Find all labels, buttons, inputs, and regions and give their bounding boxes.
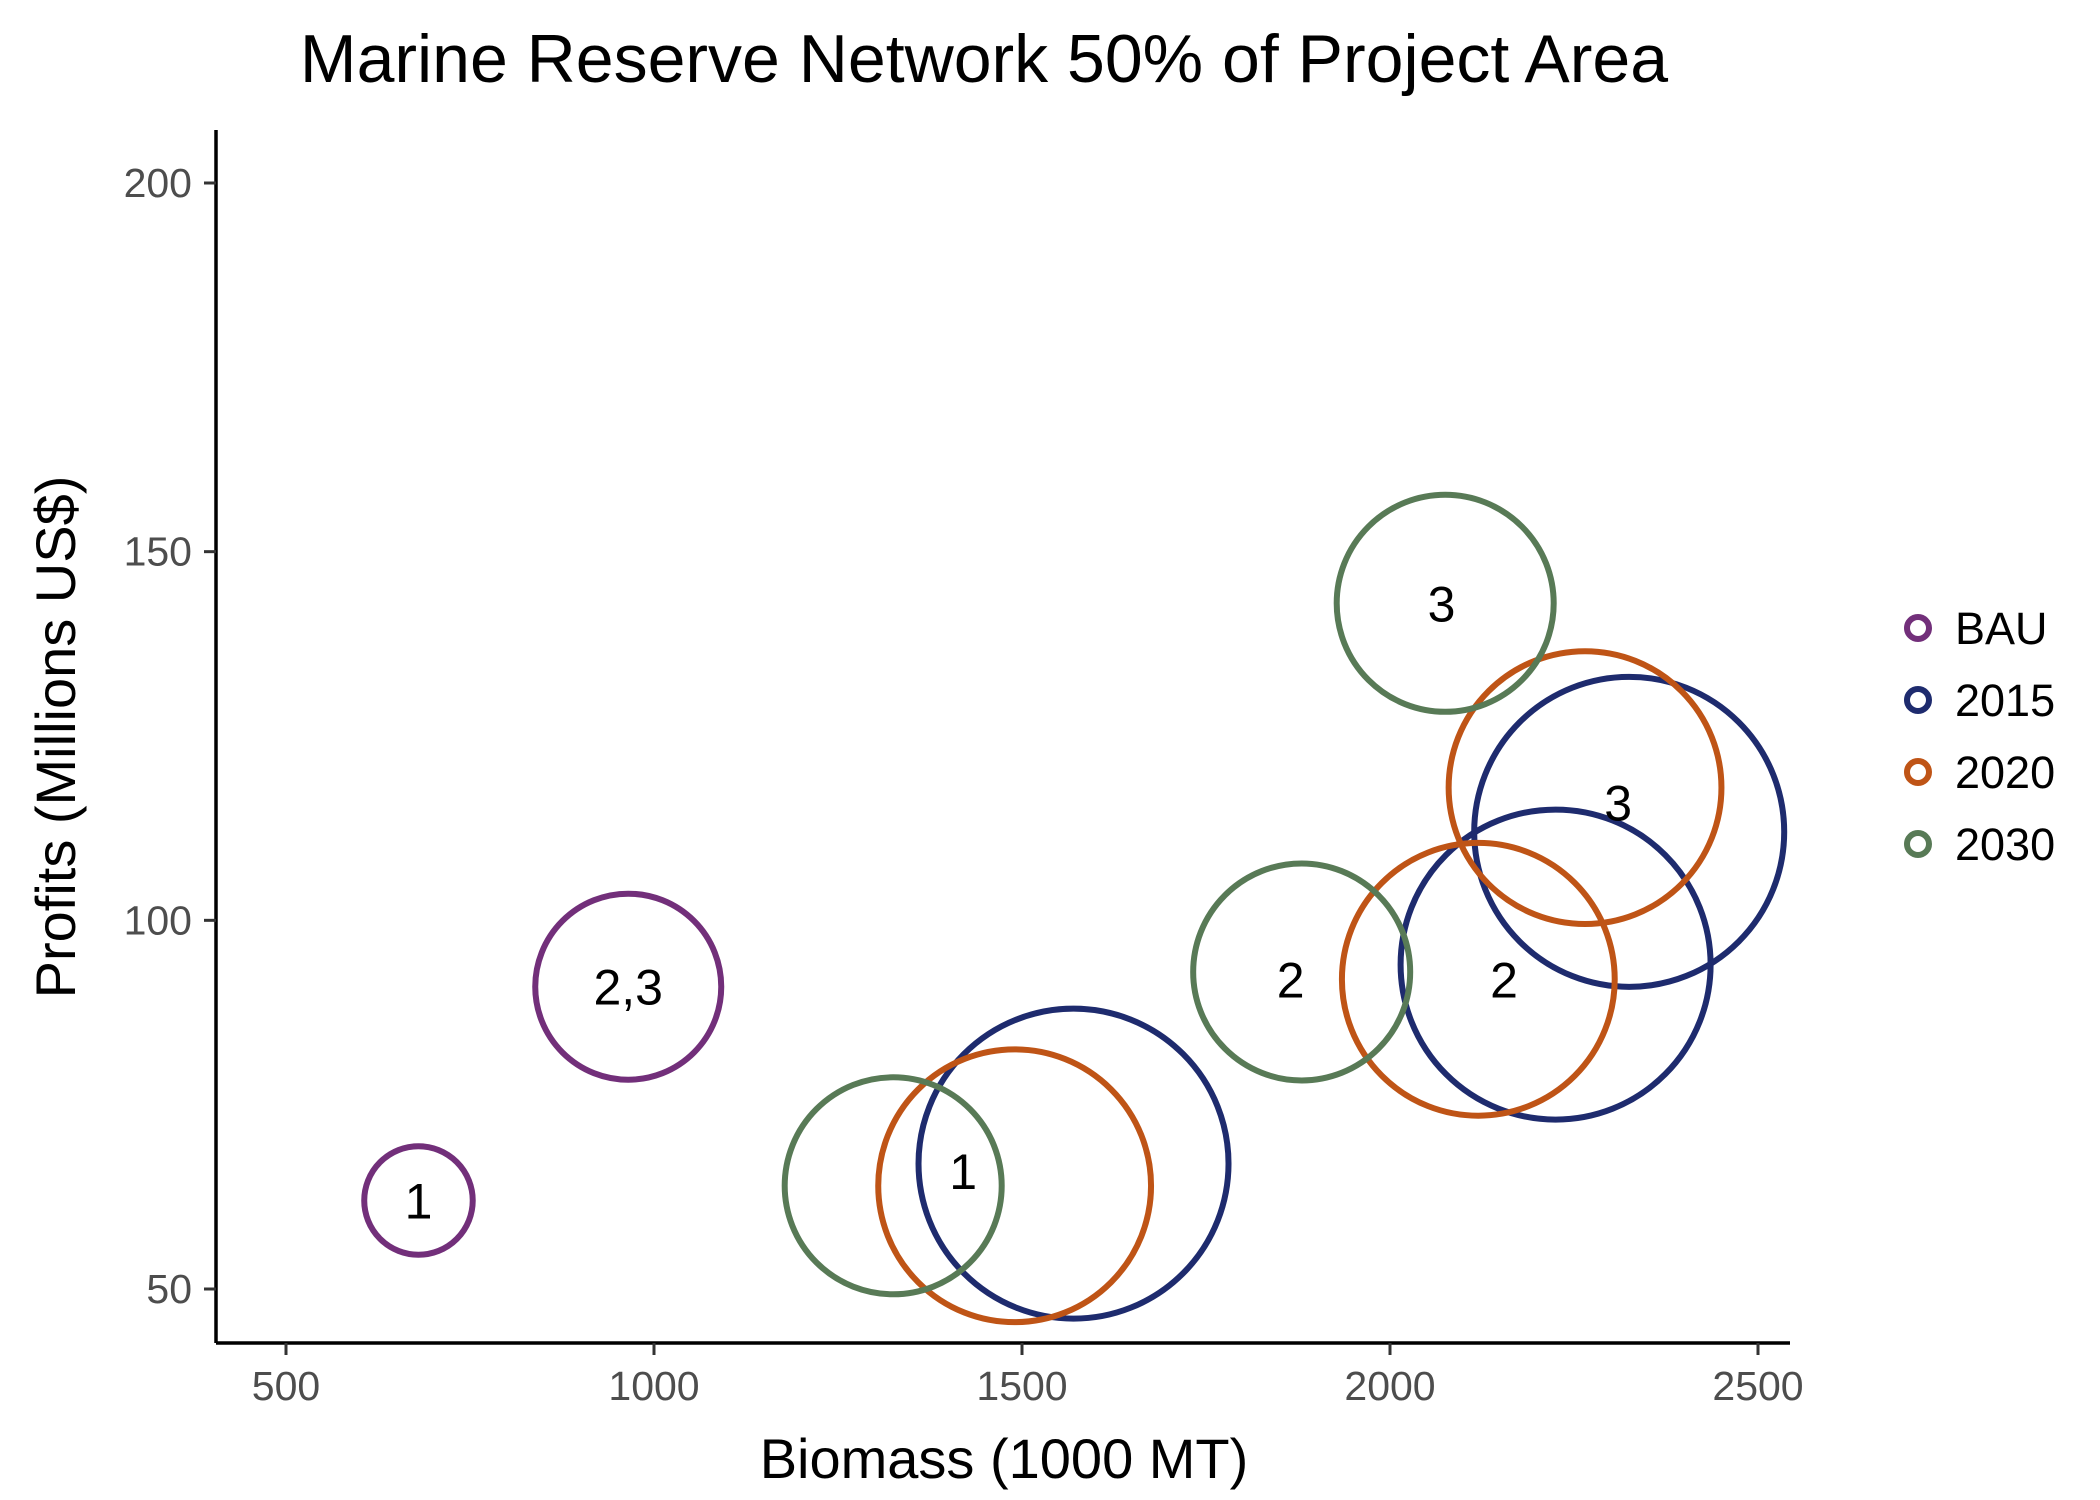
legend-label: BAU [1955,603,2048,654]
legend-label: 2020 [1955,747,2055,798]
x-axis-title: Biomass (1000 MT) [760,1427,1249,1490]
axes: 500 1000 1500 2000 2500 50 100 150 200 [124,130,1804,1409]
bubble-2020 [1338,839,1618,1119]
legend-key-2030 [1904,830,1932,858]
bubble-annotation: 3 [1604,775,1632,831]
x-tick-label: 1000 [608,1363,699,1409]
bubble-2030 [1333,491,1557,715]
y-axis-title: Profits (Millions US$) [24,476,87,999]
bubble-2030 [781,1074,1005,1298]
legend: BAU 2015 2020 2030 [1904,603,2055,870]
bubble-bau [361,1143,476,1258]
bubble-annotation: 2 [1277,952,1305,1008]
chart-title: Marine Reserve Network 50% of Project Ar… [300,21,1668,97]
bubble-annotation: 1 [949,1144,977,1200]
legend-key-2015 [1904,686,1932,714]
bubble-2020 [875,1046,1155,1326]
x-tick-label: 2000 [1344,1363,1435,1409]
y-tick-label: 200 [124,160,192,206]
y-tick-label: 150 [124,529,192,575]
legend-label: 2015 [1955,675,2055,726]
bubble-2030 [1190,860,1414,1084]
bubble-annotation: 3 [1428,576,1456,632]
plot-area: 1 2,3 1 2 2 3 3 [361,491,1788,1326]
y-tick-label: 100 [124,897,192,943]
x-tick-label: 2500 [1712,1363,1803,1409]
bubble-bau [532,890,725,1083]
bubble-2020 [1445,648,1725,928]
bubble-2015 [915,1005,1232,1322]
y-tick-label: 50 [146,1266,192,1312]
bubble-2015 [1397,806,1714,1123]
bubble-2015 [1471,673,1788,990]
x-tick-label: 1500 [976,1363,1067,1409]
legend-label: 2030 [1955,819,2055,870]
bubble-label: 2,3 [593,960,663,1016]
bubble-annotation: 2 [1490,952,1518,1008]
legend-key-bau [1904,614,1932,642]
legend-key-2020 [1904,758,1932,786]
x-tick-label: 500 [252,1363,320,1409]
bubble-label: 1 [405,1174,433,1230]
